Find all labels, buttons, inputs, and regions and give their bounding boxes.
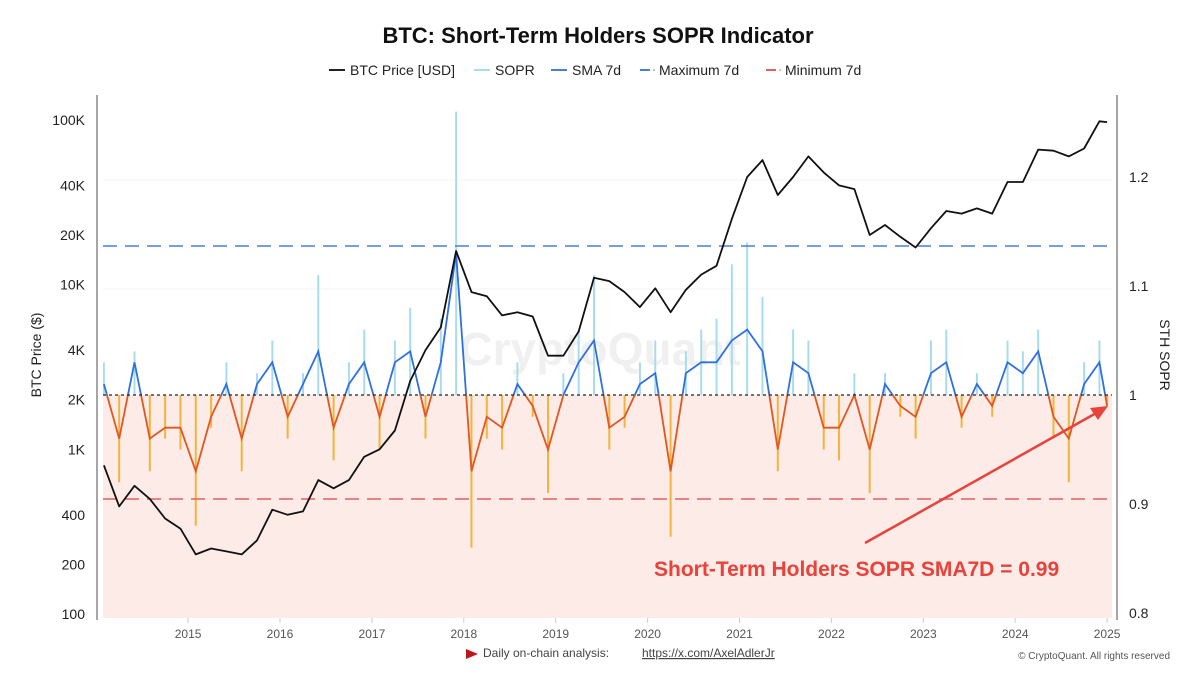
x-tick-label: 2020: [634, 627, 661, 641]
right-axis-ticks: 0.8 0.9 1 1.1 1.2: [1129, 169, 1149, 621]
chart-title: BTC: Short-Term Holders SOPR Indicator: [382, 23, 814, 48]
below-one-fill: [103, 395, 1112, 618]
x-tick-label: 2025: [1094, 627, 1121, 641]
y-axis-left-label: BTC Price ($): [28, 313, 44, 398]
x-tick-label: 2016: [267, 627, 294, 641]
y-left-tick-label: 100: [62, 606, 86, 622]
legend-item-sma-7d[interactable]: SMA 7d: [551, 62, 621, 78]
legend-item-btc-price[interactable]: BTC Price [USD]: [329, 62, 455, 78]
sma-7d-line-below: [106, 395, 1108, 475]
y-left-tick-label: 2K: [68, 392, 86, 408]
svg-text:Minimum 7d: Minimum 7d: [785, 62, 861, 78]
annotation-text: Short-Term Holders SOPR SMA7D = 0.99: [654, 558, 1059, 581]
y-left-tick-label: 100K: [52, 112, 85, 128]
x-tick-label: 2023: [910, 627, 937, 641]
y-axis-right-label: STH SOPR: [1157, 319, 1173, 391]
x-tick-label: 2017: [359, 627, 386, 641]
svg-text:BTC Price [USD]: BTC Price [USD]: [350, 62, 455, 78]
sma-7d-line-above: [103, 253, 1107, 395]
x-tick-label: 2024: [1002, 627, 1029, 641]
analysis-label: Daily on-chain analysis:: [483, 646, 609, 660]
watermark: CryptoQuant: [459, 323, 740, 375]
svg-text:SMA 7d: SMA 7d: [572, 62, 621, 78]
y-left-tick-label: 200: [62, 556, 86, 572]
flag-icon: [466, 649, 478, 659]
copyright: © CryptoQuant. All rights reserved: [1018, 651, 1170, 662]
y-right-tick-label: 1.1: [1129, 278, 1149, 294]
y-left-tick-label: 1K: [68, 441, 86, 457]
btc-price-line: [103, 120, 1108, 556]
legend-item-maximum-7d[interactable]: Maximum 7d: [640, 62, 739, 78]
annotation-arrow: [864, 406, 1108, 545]
y-right-tick-label: 0.8: [1129, 605, 1149, 621]
x-axis-ticks: 2015 2016 2017 2018 2019 2020 2021 2022 2023 2024…: [175, 618, 1121, 641]
analysis-link[interactable]: https://x.com/AxelAdlerJr: [642, 646, 775, 660]
sma-7d-series: [103, 253, 1108, 475]
y-left-tick-label: 40K: [60, 177, 86, 193]
legend-item-sopr[interactable]: SOPR: [474, 62, 535, 78]
left-axis-ticks: 100 200 400 1K 2K 4K 10K 20K 40K 100K: [52, 112, 85, 622]
y-left-tick-label: 20K: [60, 227, 86, 243]
y-right-tick-label: 1.2: [1129, 169, 1149, 185]
legend-item-minimum-7d[interactable]: Minimum 7d: [766, 62, 861, 78]
y-left-tick-label: 400: [62, 507, 86, 523]
footer: Daily on-chain analysis: https://x.com/A…: [466, 646, 1170, 662]
svg-text:Maximum 7d: Maximum 7d: [659, 62, 739, 78]
y-right-tick-label: 0.9: [1129, 496, 1149, 512]
y-right-tick-label: 1: [1129, 387, 1137, 403]
x-tick-label: 2015: [175, 627, 202, 641]
y-left-tick-label: 4K: [68, 342, 86, 358]
x-tick-label: 2019: [542, 627, 569, 641]
legend: BTC Price [USD] SOPR SMA 7d Maximum 7d M…: [329, 62, 861, 78]
x-tick-label: 2021: [726, 627, 753, 641]
x-tick-label: 2022: [818, 627, 845, 641]
svg-text:SOPR: SOPR: [495, 62, 535, 78]
y-left-tick-label: 10K: [60, 277, 86, 293]
x-tick-label: 2018: [450, 627, 477, 641]
